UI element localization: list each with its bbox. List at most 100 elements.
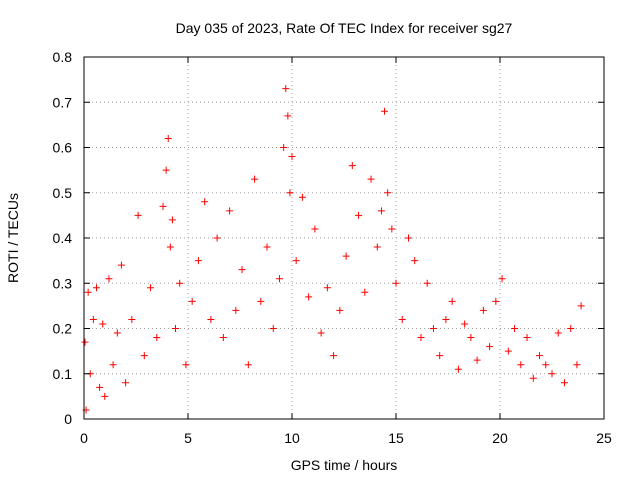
data-point xyxy=(355,211,363,219)
data-point xyxy=(105,275,113,283)
chart-title: Day 035 of 2023, Rate Of TEC Index for r… xyxy=(176,20,513,36)
data-point xyxy=(109,361,117,369)
data-point xyxy=(542,361,550,369)
data-point xyxy=(96,383,104,391)
data-point xyxy=(284,112,292,120)
data-point xyxy=(454,365,462,373)
data-point xyxy=(330,352,338,360)
data-point xyxy=(269,325,277,332)
data-point xyxy=(392,279,400,287)
data-point xyxy=(147,284,155,292)
data-point xyxy=(517,361,525,369)
data-point xyxy=(560,379,568,387)
data-point xyxy=(164,134,172,142)
data-point xyxy=(384,189,392,197)
data-point xyxy=(361,288,369,296)
data-point xyxy=(182,361,190,369)
data-point xyxy=(238,266,246,274)
data-point xyxy=(257,297,265,305)
data-point xyxy=(280,144,288,151)
data-point xyxy=(529,374,537,382)
data-point xyxy=(92,284,100,292)
data-point xyxy=(573,361,581,369)
y-tick-label: 0.3 xyxy=(53,275,73,291)
x-axis-label: GPS time / hours xyxy=(291,457,398,473)
data-point xyxy=(84,288,92,296)
data-point xyxy=(81,338,89,346)
data-point xyxy=(226,207,234,215)
data-point xyxy=(377,207,385,215)
data-point xyxy=(511,325,519,332)
data-point xyxy=(288,153,296,161)
data-point xyxy=(207,315,215,323)
y-tick-label: 0.7 xyxy=(53,94,73,110)
data-point xyxy=(577,302,585,310)
y-tick-label: 0.2 xyxy=(53,321,73,337)
data-point xyxy=(342,252,350,260)
x-tick-labels: 0 5 10 15 20 25 xyxy=(80,430,612,446)
data-point xyxy=(429,325,437,332)
data-point xyxy=(461,320,469,328)
data-point xyxy=(99,320,107,328)
x-tick-label: 5 xyxy=(184,430,192,446)
y-tick-label: 0 xyxy=(64,411,72,427)
data-point xyxy=(213,234,221,242)
axis-ticks xyxy=(83,56,605,420)
data-point xyxy=(134,211,142,219)
data-point xyxy=(498,275,506,283)
data-point xyxy=(168,216,176,224)
data-point xyxy=(486,343,494,351)
y-tick-label: 0.5 xyxy=(53,185,73,201)
data-point xyxy=(244,361,252,369)
data-point xyxy=(548,370,556,378)
y-tick-label: 0.4 xyxy=(53,230,73,246)
data-point xyxy=(201,198,209,206)
data-point xyxy=(567,325,575,332)
data-point xyxy=(276,275,284,283)
data-point xyxy=(292,257,300,265)
data-point xyxy=(232,306,240,314)
x-tick-label: 0 xyxy=(80,430,88,446)
data-point xyxy=(305,293,313,301)
y-axis-label: ROTI / TECUs xyxy=(5,193,21,283)
x-tick-label: 15 xyxy=(388,430,404,446)
y-tick-labels: 0 0.1 0.2 0.3 0.4 0.5 0.6 0.7 0.8 xyxy=(53,49,73,427)
data-point xyxy=(492,297,500,305)
data-point xyxy=(251,175,259,183)
data-point xyxy=(504,347,512,355)
data-point xyxy=(153,334,161,342)
data-point xyxy=(336,306,344,314)
data-point xyxy=(113,329,121,337)
data-point xyxy=(162,166,170,174)
data-point xyxy=(117,261,125,269)
data-point xyxy=(317,329,325,337)
x-tick-label: 25 xyxy=(596,430,612,446)
data-point xyxy=(523,334,531,342)
data-point xyxy=(263,243,271,251)
data-point xyxy=(536,352,544,360)
x-tick-label: 10 xyxy=(284,430,300,446)
data-point xyxy=(219,334,227,342)
data-point xyxy=(423,279,431,287)
data-point xyxy=(282,85,290,93)
data-point xyxy=(188,297,196,305)
y-tick-label: 0.6 xyxy=(53,140,73,156)
data-point xyxy=(128,315,136,323)
data-point xyxy=(159,202,167,210)
data-point xyxy=(286,189,294,197)
data-point xyxy=(140,352,148,360)
data-point xyxy=(388,225,396,233)
data-point xyxy=(467,334,475,342)
data-point xyxy=(89,315,97,323)
data-point xyxy=(381,107,389,115)
data-point xyxy=(122,379,130,387)
data-point xyxy=(479,306,487,314)
data-point xyxy=(411,257,419,265)
data-point xyxy=(194,257,202,265)
grid-lines xyxy=(84,57,604,419)
data-point xyxy=(448,297,456,305)
data-point xyxy=(298,193,306,201)
data-point xyxy=(176,279,184,287)
